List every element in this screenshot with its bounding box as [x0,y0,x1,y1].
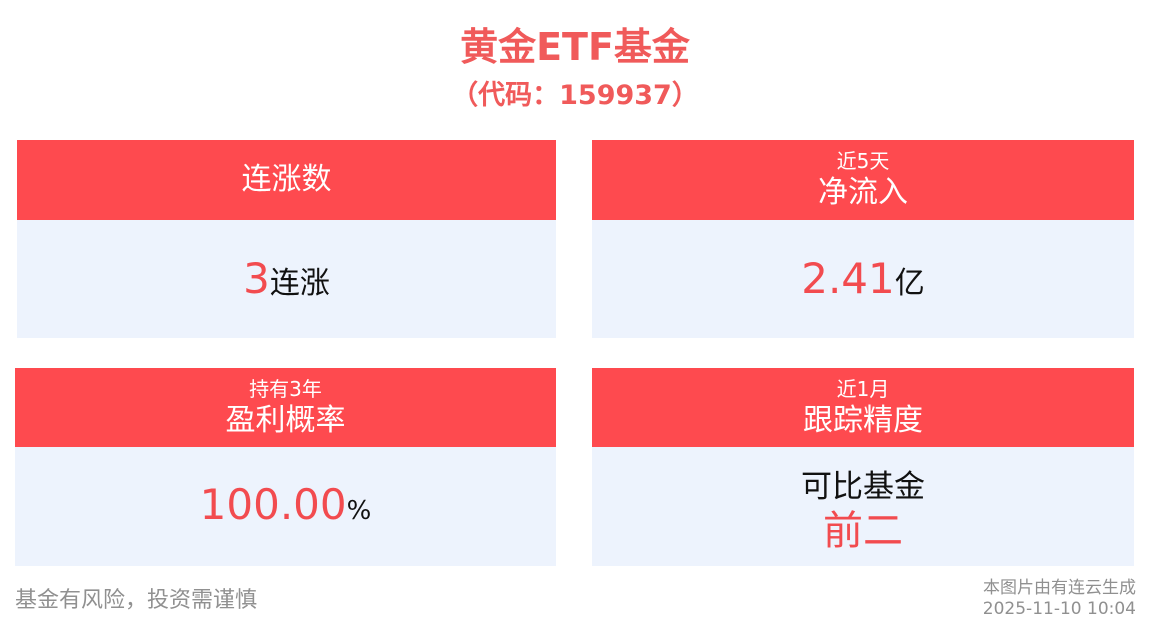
fund-code: （代码：159937） [451,80,699,111]
card-tracking-period: 近1月 [836,377,890,401]
card-profit-rate-title: 盈利概率 [225,403,346,438]
card-net-inflow-period: 近5天 [836,149,890,173]
card-profit-rate-header: 持有3年 盈利概率 [15,368,556,447]
profit-rate-value: 100.00 [199,480,347,529]
streak-unit: 连涨 [269,266,330,301]
net-inflow-unit: 亿 [894,266,925,301]
card-net-inflow-title: 净流入 [818,175,908,210]
card-profit-rate: 持有3年 盈利概率 100.00% [15,368,556,566]
risk-disclaimer: 基金有风险，投资需谨慎 [15,588,258,613]
card-streak-title: 连涨数 [241,162,332,197]
card-tracking: 近1月 跟踪精度 可比基金 前二 [592,368,1134,566]
card-profit-rate-period: 持有3年 [249,377,322,401]
profit-rate-unit: % [346,496,372,526]
generated-timestamp: 2025-11-10 10:04 [982,599,1136,619]
net-inflow-value: 2.41 [801,254,895,303]
card-net-inflow-header: 近5天 净流入 [592,140,1134,220]
fund-title: 黄金ETF基金 [460,25,690,69]
card-tracking-header: 近1月 跟踪精度 [592,368,1134,447]
card-streak-body: 3连涨 [17,220,556,338]
card-net-inflow-body: 2.41亿 [592,220,1134,338]
tracking-comparison-label: 可比基金 [801,469,925,505]
card-profit-rate-body: 100.00% [15,447,556,566]
card-streak: 连涨数 3连涨 [17,140,556,338]
card-net-inflow: 近5天 净流入 2.41亿 [592,140,1134,338]
source-label: 本图片由有连云生成 [983,578,1136,598]
source-info: 本图片由有连云生成 2025-11-10 10:04 [983,578,1136,620]
streak-value: 3 [243,254,270,303]
card-tracking-title: 跟踪精度 [803,403,923,438]
card-tracking-body: 可比基金 前二 [592,447,1134,566]
tracking-rank-value: 前二 [823,508,903,554]
card-streak-header: 连涨数 [17,140,556,220]
